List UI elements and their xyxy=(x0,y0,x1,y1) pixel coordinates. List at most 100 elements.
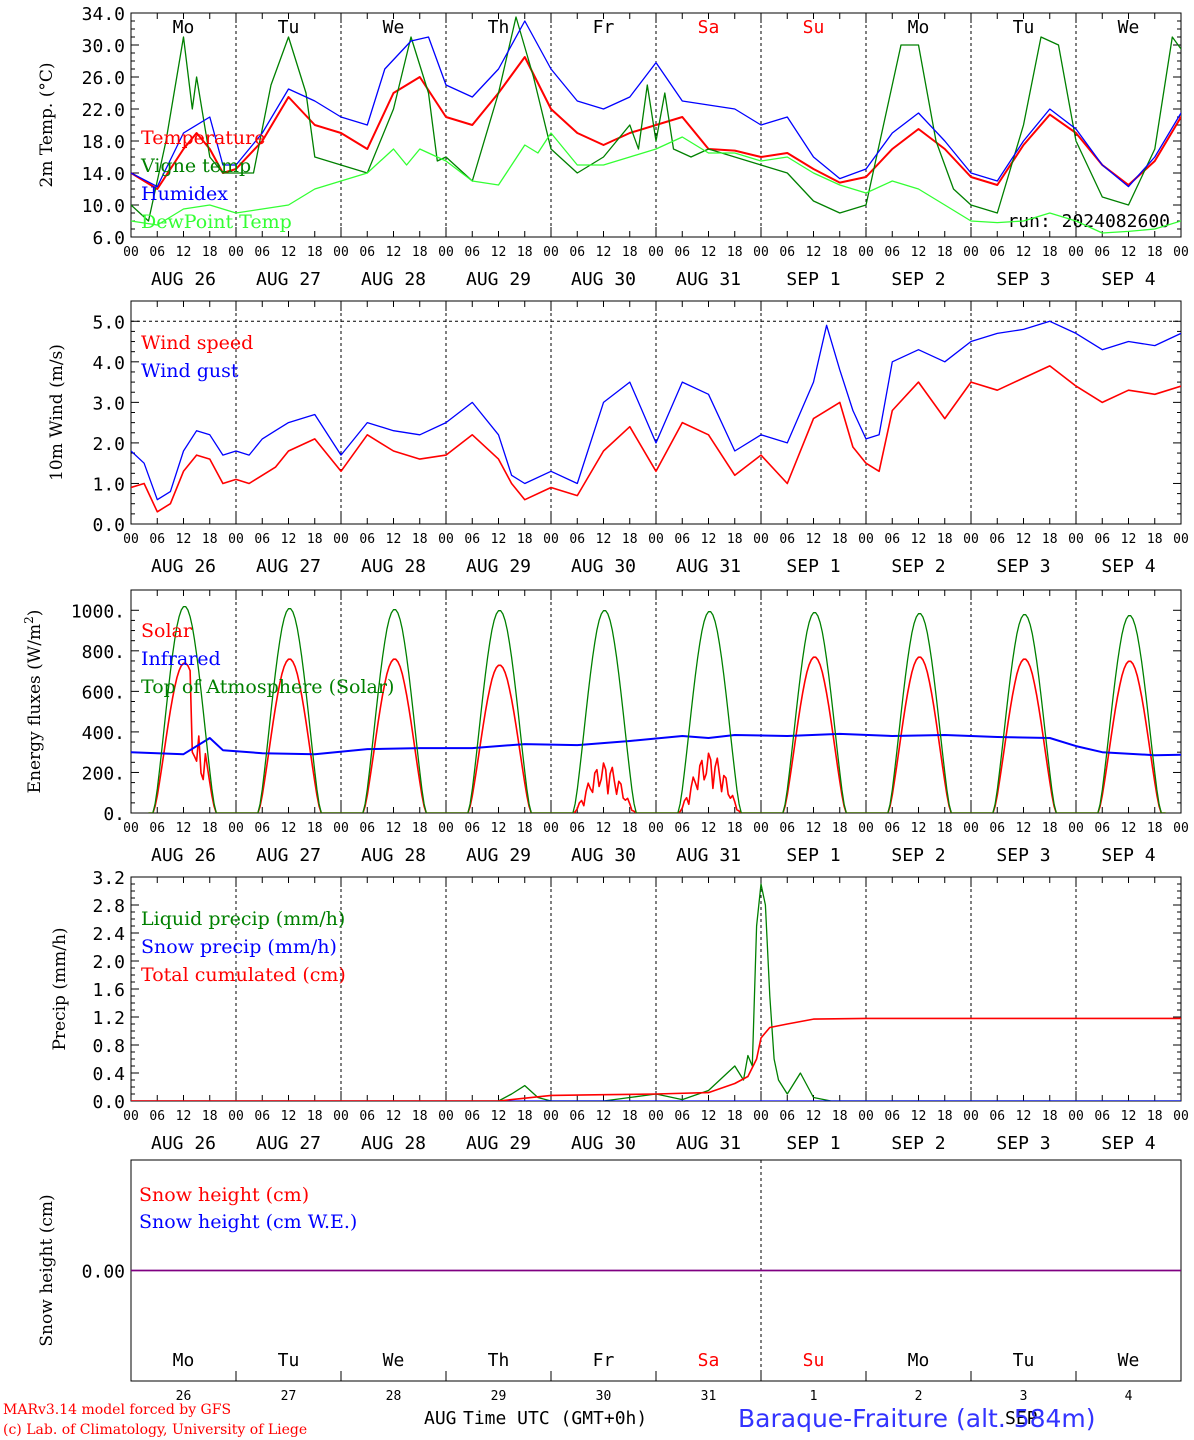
x-hour-label: 06 xyxy=(359,821,375,836)
x-hour-label: 12 xyxy=(911,532,927,547)
weekday-label: Tu xyxy=(278,17,300,38)
x-hour-label: 00 xyxy=(753,532,769,547)
x-hour-label: 00 xyxy=(123,245,139,260)
x-hour-label: 00 xyxy=(648,532,664,547)
legend-entry: Total cumulated (cm) xyxy=(141,964,346,986)
x-hour-label: 00 xyxy=(543,245,559,260)
x-hour-label: 12 xyxy=(281,821,297,836)
x-hour-label: 18 xyxy=(202,1109,218,1124)
y-axis-title-main: Energy fluxes xyxy=(25,670,45,794)
x-hour-label: 12 xyxy=(386,532,402,547)
x-hour-label: 06 xyxy=(569,532,585,547)
legend-entry: Snow height (cm) xyxy=(139,1184,309,1206)
x-hour-label: 18 xyxy=(937,532,953,547)
x-hour-label: 06 xyxy=(254,532,270,547)
x-date-label: SEP 3 xyxy=(996,556,1050,577)
x-hour-label: 18 xyxy=(517,532,533,547)
x-hour-label: 12 xyxy=(596,1109,612,1124)
x-date-label: SEP 1 xyxy=(786,1133,840,1154)
weekday-label: Tu xyxy=(278,1350,300,1371)
x-hour-label: 18 xyxy=(517,245,533,260)
x-date-label: AUG 30 xyxy=(571,1133,636,1154)
x-hour-label: 18 xyxy=(832,821,848,836)
y-tick-label: 1.2 xyxy=(92,1008,125,1029)
x-hour-label: 00 xyxy=(1068,1109,1084,1124)
y-axis-title-unit: (m/s) xyxy=(47,344,67,388)
x-hour-label: 18 xyxy=(1147,1109,1163,1124)
y-tick-label: 2.4 xyxy=(92,924,125,945)
x-hour-label: 18 xyxy=(1147,245,1163,260)
x-hour-label: 00 xyxy=(1173,821,1189,836)
x-hour-label: 06 xyxy=(359,532,375,547)
x-hour-label: 06 xyxy=(149,821,165,836)
x-hour-label: 12 xyxy=(1016,532,1032,547)
x-hour-label: 00 xyxy=(1068,821,1084,836)
y-axis-title-unit: (°C) xyxy=(37,62,57,97)
x-hour-label: 18 xyxy=(937,821,953,836)
series-group xyxy=(131,883,1181,1101)
x-hour-label: 12 xyxy=(386,245,402,260)
x-hour-label: 12 xyxy=(701,532,717,547)
x-hour-label: 06 xyxy=(884,532,900,547)
y-axis-title-unit: (mm/h) xyxy=(50,927,70,989)
x-hour-label: 12 xyxy=(1121,245,1137,260)
x-date-label: SEP 4 xyxy=(1101,556,1155,577)
y-tick-label: 3.0 xyxy=(92,393,125,414)
x-hour-label: 12 xyxy=(491,1109,507,1124)
x-hour-label: 06 xyxy=(779,821,795,836)
x-date-label: AUG 30 xyxy=(571,269,636,290)
x-hour-label: 06 xyxy=(1094,821,1110,836)
x-hour-label: 00 xyxy=(1173,532,1189,547)
x-date-label: AUG 29 xyxy=(466,556,531,577)
x-hour-label: 06 xyxy=(674,1109,690,1124)
x-hour-label: 00 xyxy=(648,821,664,836)
y-axis-title-main: Precip xyxy=(50,990,70,1051)
weekday-label: Su xyxy=(803,1350,825,1371)
x-hour-label: 12 xyxy=(491,245,507,260)
x-hour-label: 18 xyxy=(727,1109,743,1124)
y-tick-label: 0.4 xyxy=(92,1064,125,1085)
x-hour-label: 06 xyxy=(359,1109,375,1124)
x-hour-label: 18 xyxy=(1042,245,1058,260)
x-date-label: AUG 28 xyxy=(361,269,426,290)
legend-entry: Snow height (cm W.E.) xyxy=(139,1211,357,1233)
x-hour-label: 00 xyxy=(1173,1109,1189,1124)
x-hour-label: 00 xyxy=(543,532,559,547)
x-hour-label: 06 xyxy=(254,245,270,260)
weekday-label: Fr xyxy=(593,1350,615,1371)
series-line-wind-speed xyxy=(131,365,1181,513)
x-hour-label: 00 xyxy=(438,1109,454,1124)
legend-entry: Wind speed xyxy=(141,332,253,354)
month-label-right: SEP xyxy=(1005,1408,1038,1429)
x-hour-label: 12 xyxy=(1121,1109,1137,1124)
x-hour-label: 12 xyxy=(281,532,297,547)
x-hour-label: 12 xyxy=(1016,245,1032,260)
y-axis-title: Energy fluxes (W/m2) xyxy=(22,610,45,794)
y-tick-label: 2.0 xyxy=(92,952,125,973)
panel-2: 0.0 1.0 2.0 3.0 4.0 5.0 00 06 12 18 00 06 12 18 00 06 12… xyxy=(47,300,1189,577)
x-hour-label: 00 xyxy=(858,821,874,836)
x-hour-label: 18 xyxy=(1147,821,1163,836)
y-axis-title: Snow height (cm) xyxy=(37,1194,57,1346)
x-date-label: SEP 3 xyxy=(996,845,1050,866)
x-hour-label: 12 xyxy=(1016,1109,1032,1124)
x-hour-label: 18 xyxy=(202,245,218,260)
x-hour-label: 18 xyxy=(517,821,533,836)
y-axis-title-sup: 2 xyxy=(22,616,36,624)
legend-entry: Top of Atmosphere (Solar) xyxy=(141,676,394,698)
x-date-label: AUG 27 xyxy=(256,845,321,866)
weekday-label: We xyxy=(383,17,405,38)
x-hour-label: 00 xyxy=(963,532,979,547)
series-line-humidex xyxy=(131,20,1181,188)
x-hour-label: 12 xyxy=(176,1109,192,1124)
series-line-dewpoint-temp xyxy=(131,132,1181,234)
legend-entry: Liquid precip (mm/h) xyxy=(141,908,345,930)
y-tick-label: 30.0 xyxy=(82,36,125,57)
day-number-label: 2 xyxy=(915,1389,923,1404)
x-date-label: AUG 28 xyxy=(361,1133,426,1154)
y-axis-title-main: 10m Wind xyxy=(47,388,67,481)
x-hour-label: 18 xyxy=(307,532,323,547)
x-hour-label: 06 xyxy=(359,245,375,260)
x-hour-label: 00 xyxy=(543,1109,559,1124)
x-hour-label: 06 xyxy=(674,245,690,260)
